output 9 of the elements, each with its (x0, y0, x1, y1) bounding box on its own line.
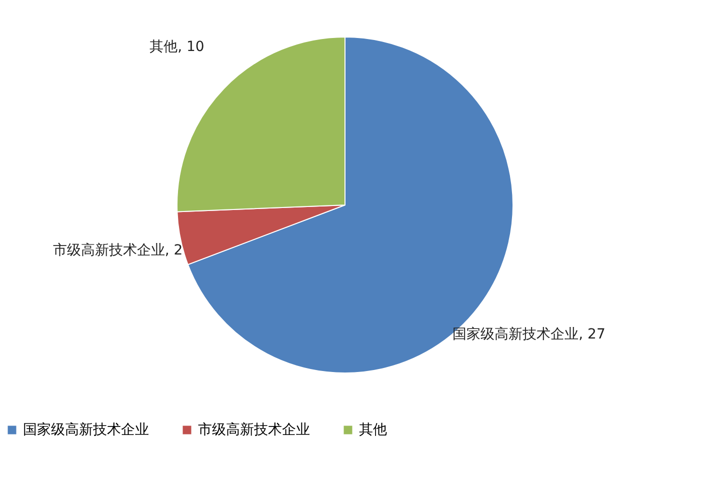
legend-label: 国家级高新技术企业 (23, 422, 149, 438)
slice-label: 国家级高新技术企业 (452, 326, 579, 343)
legend-label: 其他 (359, 422, 387, 438)
slice-label: 其他 (150, 39, 178, 56)
data-label: , 27 (578, 326, 606, 343)
slice-label: 市级高新技术企业 (52, 242, 165, 259)
legend-label: 市级高新技术企业 (198, 422, 310, 438)
data-label: , 2 (164, 242, 183, 259)
data-label: , 10 (178, 39, 204, 56)
